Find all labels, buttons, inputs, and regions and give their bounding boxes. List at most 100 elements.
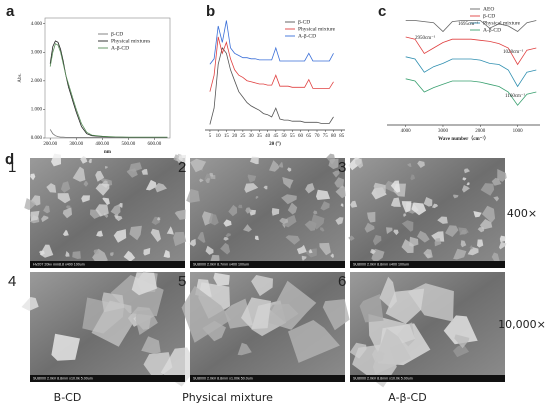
x-tick-label: 1000: [513, 129, 524, 134]
legend-label: Physical mixture: [298, 26, 336, 32]
sem-image: [24, 153, 187, 268]
series-line: [49, 43, 168, 138]
particle: [423, 249, 433, 259]
particle: [453, 344, 470, 358]
particle: [237, 204, 243, 209]
legend-label: β-CD: [483, 13, 495, 19]
image-number: 4: [8, 273, 16, 290]
particle: [135, 309, 158, 335]
particle: [93, 249, 99, 255]
y-tick-label: 2.000: [31, 79, 43, 84]
particle: [316, 189, 331, 200]
particle: [330, 253, 334, 258]
x-tick-label: 20: [232, 134, 238, 139]
particle: [466, 182, 470, 186]
particle: [181, 285, 231, 343]
particle: [469, 245, 473, 250]
x-tick-label: 35: [257, 134, 263, 139]
particle: [150, 228, 161, 242]
x-tick-label: 30: [249, 134, 255, 139]
series-line: [49, 40, 168, 138]
legend-label: Physical mixture: [483, 20, 521, 26]
image-info: SU8000 2.0kV 8.8mm x10.0k 5.00um: [353, 376, 413, 380]
particle: [129, 162, 142, 172]
particle: [83, 181, 89, 187]
legend-label: A-β-CD: [111, 45, 129, 51]
particle: [460, 240, 467, 248]
x-tick-label: 70: [315, 134, 321, 139]
particle: [431, 231, 445, 242]
particle: [499, 241, 507, 250]
x-tick-label: 40: [265, 134, 271, 139]
legend-label: β-CD: [298, 19, 310, 25]
panel-label: a: [6, 3, 15, 20]
magnification: 400×: [507, 207, 537, 220]
legend-label: β-CD: [111, 31, 123, 37]
particle: [178, 154, 186, 164]
x-axis-label: Wave number（cm⁻¹）: [438, 136, 489, 142]
particle: [278, 162, 284, 168]
particle: [113, 229, 127, 243]
particle: [80, 156, 88, 164]
particle: [279, 217, 289, 224]
particle: [288, 320, 340, 363]
particle: [359, 294, 384, 323]
particle: [431, 203, 439, 209]
x-tick-label: 5: [209, 134, 212, 139]
particle: [65, 251, 70, 257]
particle: [477, 227, 485, 233]
x-tick-label: 400.00: [95, 142, 109, 147]
particle: [305, 183, 315, 194]
particle: [477, 239, 484, 248]
particle: [245, 207, 252, 214]
particle: [453, 248, 467, 260]
column-label: A-β-CD: [388, 391, 426, 404]
info-bar: [30, 375, 185, 382]
particle: [373, 182, 386, 196]
particle: [247, 174, 257, 183]
y-tick-label: 3.000: [31, 50, 43, 55]
particle: [479, 219, 493, 230]
particle: [403, 213, 407, 217]
particle: [209, 172, 214, 177]
sem-image: [21, 271, 198, 387]
panel-label: c: [378, 3, 386, 20]
info-bar: [190, 261, 345, 268]
particle: [154, 183, 167, 193]
particle: [81, 195, 90, 203]
particle: [355, 158, 364, 169]
particle: [473, 211, 482, 218]
info-bar: [350, 375, 505, 382]
particle: [199, 178, 204, 183]
legend-label: A-β-CD: [298, 33, 316, 39]
particle: [110, 203, 121, 216]
particle: [467, 247, 479, 256]
particle: [21, 297, 39, 311]
particle: [491, 252, 500, 263]
particle: [393, 229, 399, 236]
particle: [282, 177, 294, 189]
x-tick-label: 200.00: [43, 142, 57, 147]
particle: [410, 174, 416, 181]
particle: [443, 315, 478, 345]
particle: [407, 163, 412, 167]
particle: [174, 209, 186, 220]
particle: [95, 183, 110, 196]
particle: [141, 336, 161, 354]
particle: [271, 208, 280, 216]
particle: [263, 185, 268, 190]
particle: [350, 200, 358, 208]
legend-label: AEO: [483, 6, 494, 12]
particle: [308, 249, 313, 254]
annotation: 1160cm⁻¹: [505, 93, 526, 99]
particle: [460, 229, 468, 235]
particle: [250, 156, 259, 165]
image-number: 1: [8, 159, 16, 176]
particle: [39, 244, 54, 258]
particle: [417, 230, 430, 243]
legend-label: Physical mixtures: [111, 38, 150, 44]
particle: [320, 227, 325, 232]
particle: [91, 300, 132, 347]
particle: [62, 229, 69, 236]
